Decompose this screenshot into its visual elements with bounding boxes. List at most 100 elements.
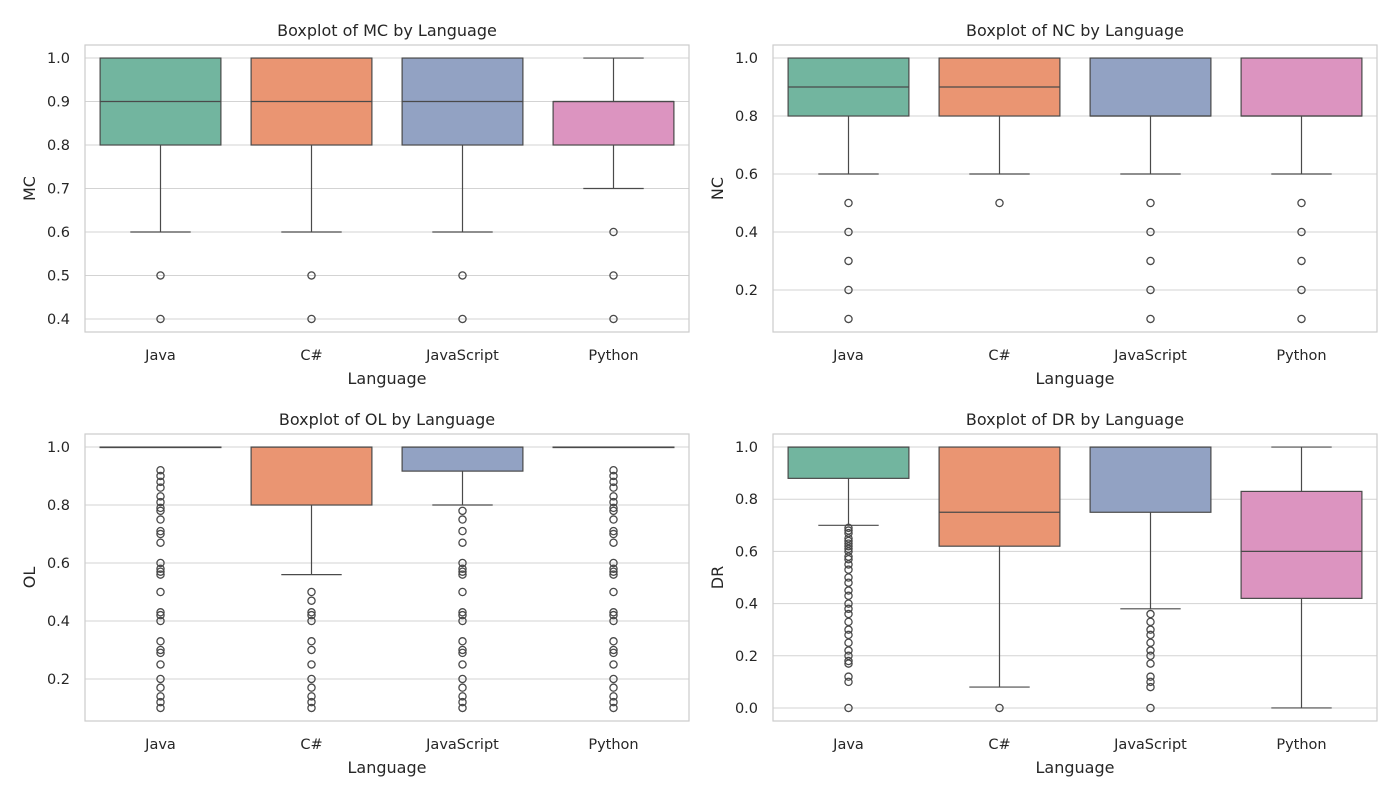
outlier-point (609, 587, 618, 597)
outlier-point (844, 578, 853, 587)
outlier-point (307, 703, 316, 713)
iqr-box (1240, 57, 1363, 117)
y-tick-label: 0.2 (735, 283, 758, 299)
x-tick-label: Python (1276, 737, 1326, 753)
x-axis-label: Language (1036, 758, 1115, 777)
outlier-point (844, 554, 853, 564)
box-python (552, 446, 675, 713)
x-tick-labels: Java C# JavaScript Python (144, 737, 638, 753)
box-java (787, 446, 910, 713)
outlier-point (844, 646, 853, 655)
box-javascript (1089, 446, 1212, 713)
outlier-point (609, 616, 618, 626)
outlier-point (458, 645, 467, 655)
outlier-point (307, 587, 316, 597)
outlier-point (156, 477, 165, 487)
outlier-point (156, 503, 165, 513)
outlier-point (156, 506, 165, 516)
outlier-point (156, 692, 165, 701)
outlier-point (458, 610, 467, 620)
x-tick-label: C# (988, 348, 1010, 364)
outlier-point (307, 683, 316, 692)
outlier-point (1146, 646, 1155, 655)
outlier-point (609, 637, 618, 646)
outlier-point (844, 703, 853, 713)
box-java (99, 57, 222, 324)
y-tick-label: 0.8 (735, 492, 758, 508)
outlier-point (1146, 682, 1155, 692)
outlier-point (609, 674, 618, 684)
outlier-point (156, 271, 165, 280)
outlier-point (307, 692, 316, 701)
outlier-point (458, 674, 467, 684)
outlier-point (995, 703, 1004, 713)
chart-title: Boxplot of NC by Language (966, 21, 1184, 40)
outlier-point (1297, 256, 1306, 266)
outlier-point (156, 587, 165, 597)
outlier-point (609, 497, 618, 507)
outlier-point (844, 604, 853, 614)
outlier-point (1297, 285, 1306, 295)
outlier-point (307, 596, 316, 605)
outlier-point (307, 610, 316, 620)
outlier-point (609, 477, 618, 487)
outlier-point (156, 703, 165, 713)
outlier-point (844, 586, 853, 595)
outlier-point (156, 526, 165, 536)
outlier-point (1146, 285, 1155, 295)
iqr-box (552, 100, 675, 146)
outlier-point (609, 515, 618, 524)
y-tick-label: 0.8 (47, 138, 70, 154)
outlier-point (844, 227, 853, 237)
iqr-box (1089, 446, 1212, 513)
outlier-point (156, 648, 165, 658)
outlier-point (156, 564, 165, 574)
outlier-point (156, 538, 165, 547)
outlier-point (609, 314, 618, 324)
y-tick-label: 0.6 (47, 225, 70, 241)
iqr-box (1089, 57, 1212, 117)
chart-title: Boxplot of OL by Language (279, 410, 495, 429)
outlier-point (1146, 256, 1155, 266)
y-tick-labels: 0.2 0.4 0.6 0.8 1.0 (47, 440, 70, 688)
x-tick-label: JavaScript (1113, 737, 1187, 753)
outlier-point (458, 506, 467, 516)
outlier-point (1297, 227, 1306, 237)
outlier-point (844, 565, 853, 574)
box-c- (250, 57, 373, 324)
subplot-ol: 0.2 0.4 0.6 0.8 1.0 Java C# JavaScript Python B… (20, 410, 690, 777)
outlier-point (458, 703, 467, 713)
outlier-point (458, 692, 467, 701)
outlier-point (844, 609, 853, 619)
plot-frame (772, 433, 1378, 722)
outlier-point (307, 608, 316, 617)
outlier-point (844, 314, 853, 324)
outlier-point (458, 660, 467, 669)
outlier-point (458, 587, 467, 597)
y-axis-label: DR (708, 566, 727, 589)
y-tick-labels: 0.4 0.5 0.6 0.7 0.8 0.9 1.0 (47, 51, 70, 328)
y-tick-label: 0.8 (47, 498, 70, 514)
outlier-point (609, 558, 618, 568)
outlier-point (156, 471, 165, 481)
outlier-point (609, 492, 618, 501)
x-axis-label: Language (1036, 369, 1115, 388)
outlier-point (844, 285, 853, 295)
outlier-point (156, 570, 165, 579)
outlier-point (1297, 314, 1306, 324)
outlier-point (156, 492, 165, 501)
outlier-point (844, 198, 853, 208)
outlier-point (156, 697, 165, 707)
outlier-point (307, 637, 316, 646)
y-tick-label: 0.4 (47, 312, 70, 328)
outlier-point (1146, 703, 1155, 713)
x-tick-label: Python (588, 737, 638, 753)
y-tick-label: 0.4 (735, 225, 758, 241)
plot-frame (84, 433, 690, 722)
outlier-point (1146, 659, 1155, 668)
y-tick-label: 1.0 (735, 51, 758, 67)
y-tick-label: 1.0 (47, 440, 70, 456)
outlier-point (609, 692, 618, 701)
outlier-point (1146, 630, 1155, 640)
